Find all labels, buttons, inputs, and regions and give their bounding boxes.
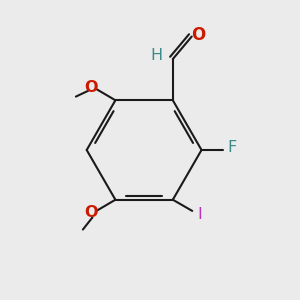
Text: I: I: [198, 207, 203, 222]
Text: O: O: [84, 206, 98, 220]
Text: H: H: [151, 48, 163, 63]
Text: O: O: [191, 26, 205, 44]
Text: F: F: [227, 140, 236, 154]
Text: O: O: [84, 80, 98, 94]
